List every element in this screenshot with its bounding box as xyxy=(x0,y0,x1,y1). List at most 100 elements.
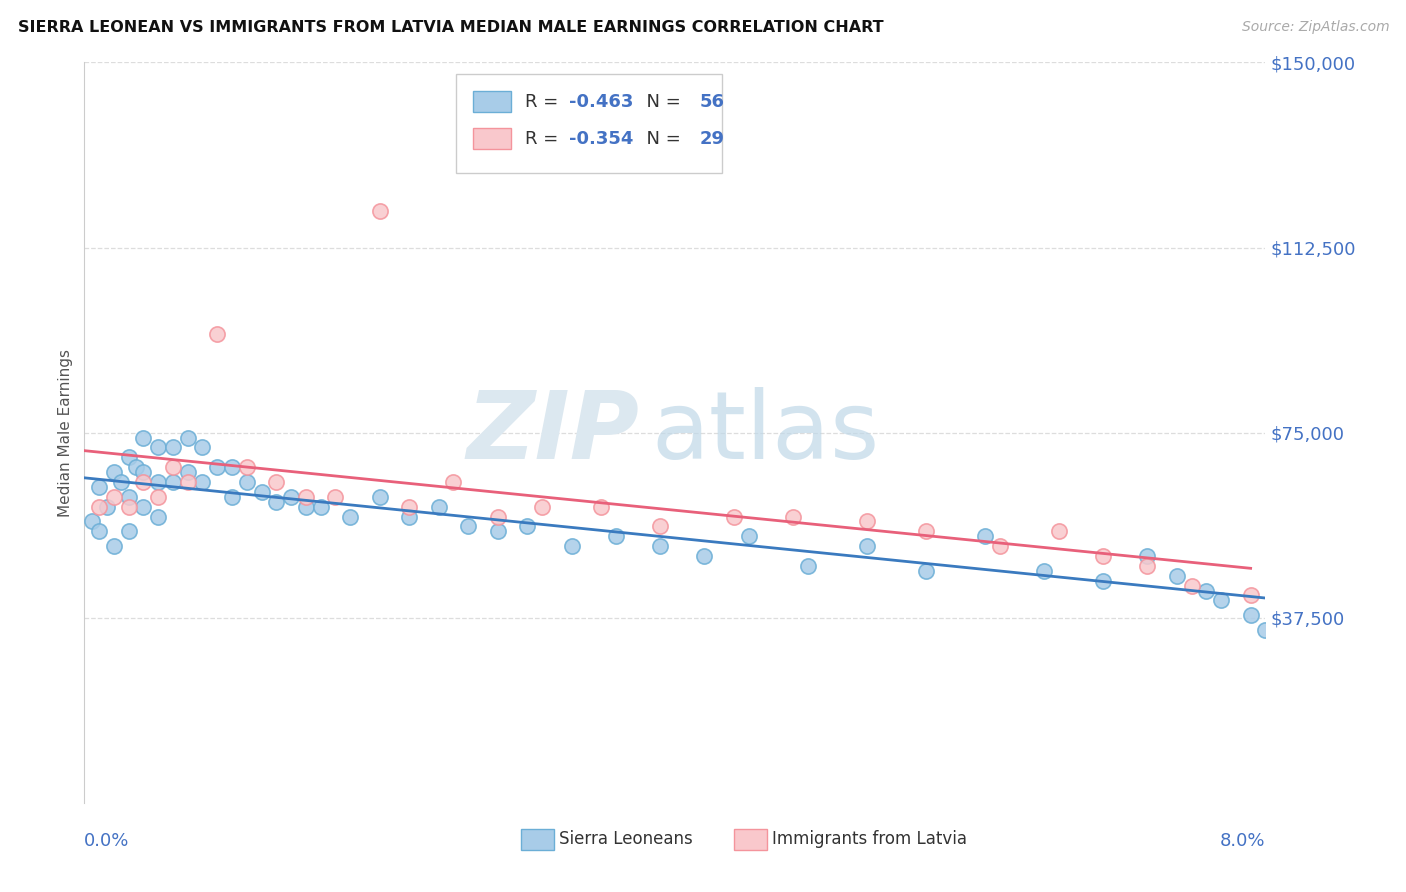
Point xyxy=(162,441,184,455)
Point xyxy=(1092,574,1115,588)
Point xyxy=(132,500,155,514)
Point xyxy=(132,431,155,445)
Point xyxy=(103,539,125,553)
Point xyxy=(125,460,148,475)
Point xyxy=(1211,593,1233,607)
Point xyxy=(486,509,509,524)
Point xyxy=(339,509,361,524)
Point xyxy=(457,519,479,533)
Text: Sierra Leoneans: Sierra Leoneans xyxy=(560,830,693,848)
Point xyxy=(295,500,318,514)
Point xyxy=(1254,623,1277,637)
Point xyxy=(177,465,200,479)
Point xyxy=(87,480,111,494)
Point xyxy=(325,490,347,504)
Point xyxy=(797,558,820,573)
FancyBboxPatch shape xyxy=(457,73,723,173)
Point xyxy=(398,509,420,524)
Point xyxy=(1240,608,1263,623)
Point xyxy=(561,539,583,553)
Point xyxy=(280,490,302,504)
Text: atlas: atlas xyxy=(651,386,880,479)
Point xyxy=(162,475,184,489)
Point xyxy=(177,431,200,445)
Text: 8.0%: 8.0% xyxy=(1220,832,1265,850)
Point xyxy=(1092,549,1115,563)
Point xyxy=(118,500,141,514)
Text: Immigrants from Latvia: Immigrants from Latvia xyxy=(772,830,967,848)
Point xyxy=(207,326,229,341)
Bar xyxy=(472,128,510,149)
Text: ZIP: ZIP xyxy=(467,386,640,479)
Text: 56: 56 xyxy=(700,93,724,111)
Point xyxy=(295,490,318,504)
Point xyxy=(443,475,465,489)
Point xyxy=(103,490,125,504)
Point xyxy=(148,509,170,524)
Point xyxy=(264,475,288,489)
Text: Source: ZipAtlas.com: Source: ZipAtlas.com xyxy=(1241,20,1389,34)
Point xyxy=(738,529,761,543)
Point xyxy=(650,539,672,553)
Point xyxy=(177,475,200,489)
Point xyxy=(398,500,420,514)
Point xyxy=(486,524,509,539)
Point xyxy=(368,203,391,218)
Point xyxy=(915,564,938,578)
Point xyxy=(80,515,103,529)
Point xyxy=(427,500,450,514)
Point xyxy=(988,539,1011,553)
Point xyxy=(221,490,243,504)
Bar xyxy=(522,830,554,850)
Point xyxy=(855,515,877,529)
Y-axis label: Median Male Earnings: Median Male Earnings xyxy=(58,349,73,516)
Point xyxy=(118,524,141,539)
Point xyxy=(1136,549,1159,563)
Point xyxy=(1033,564,1056,578)
Point xyxy=(1240,589,1263,603)
Point xyxy=(221,460,243,475)
Text: -0.354: -0.354 xyxy=(568,129,633,148)
Point xyxy=(591,500,613,514)
Bar xyxy=(734,830,768,850)
Point xyxy=(250,484,273,499)
Point xyxy=(368,490,391,504)
Text: R =: R = xyxy=(524,93,564,111)
Point xyxy=(1047,524,1070,539)
Point xyxy=(191,475,214,489)
Point xyxy=(264,494,288,508)
Bar xyxy=(472,91,510,112)
Point xyxy=(723,509,745,524)
Text: 29: 29 xyxy=(700,129,724,148)
Point xyxy=(87,524,111,539)
Point xyxy=(235,475,259,489)
Point xyxy=(118,490,141,504)
Point xyxy=(516,519,538,533)
Point xyxy=(103,465,125,479)
Point xyxy=(782,509,804,524)
Point xyxy=(132,475,155,489)
Point xyxy=(531,500,554,514)
Text: N =: N = xyxy=(634,93,686,111)
Point xyxy=(110,475,132,489)
Point xyxy=(1181,579,1204,593)
Point xyxy=(650,519,672,533)
Point xyxy=(1136,558,1159,573)
Text: R =: R = xyxy=(524,129,564,148)
Point xyxy=(974,529,997,543)
Point xyxy=(132,465,155,479)
Point xyxy=(855,539,877,553)
Text: -0.463: -0.463 xyxy=(568,93,633,111)
Point xyxy=(915,524,938,539)
Point xyxy=(693,549,716,563)
Point xyxy=(87,500,111,514)
Point xyxy=(1195,583,1218,598)
Text: SIERRA LEONEAN VS IMMIGRANTS FROM LATVIA MEDIAN MALE EARNINGS CORRELATION CHART: SIERRA LEONEAN VS IMMIGRANTS FROM LATVIA… xyxy=(18,20,884,35)
Point xyxy=(148,441,170,455)
Point xyxy=(148,490,170,504)
Point xyxy=(207,460,229,475)
Point xyxy=(148,475,170,489)
Point xyxy=(162,460,184,475)
Point xyxy=(118,450,141,465)
Point xyxy=(605,529,627,543)
